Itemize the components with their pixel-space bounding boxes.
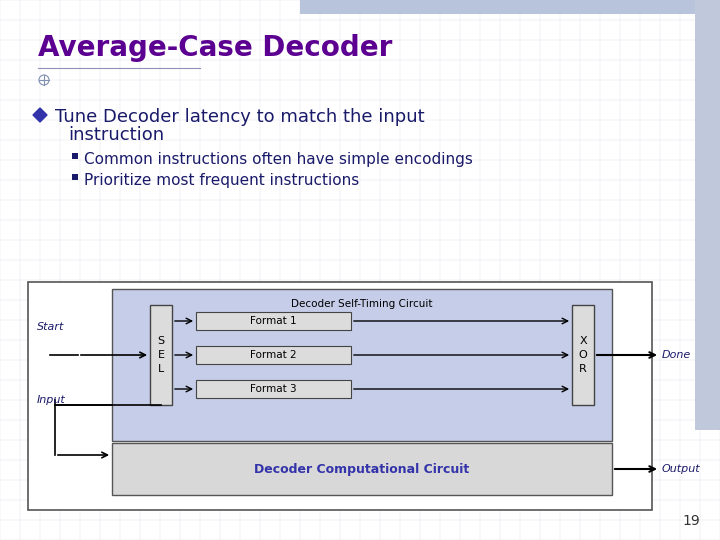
Text: Tune Decoder latency to match the input: Tune Decoder latency to match the input (55, 108, 425, 126)
Text: Common instructions often have simple encodings: Common instructions often have simple en… (84, 152, 473, 167)
Text: S
E
L: S E L (158, 336, 165, 374)
Bar (196, 346, 351, 364)
Bar (150, 305, 172, 405)
Bar (196, 380, 351, 398)
Text: Format 3: Format 3 (250, 384, 297, 394)
Text: Format 1: Format 1 (250, 316, 297, 326)
Bar (112, 289, 612, 441)
Bar (112, 443, 612, 495)
Text: Prioritize most frequent instructions: Prioritize most frequent instructions (84, 173, 359, 188)
Text: Decoder Self-Timing Circuit: Decoder Self-Timing Circuit (292, 299, 433, 309)
Text: Format 2: Format 2 (250, 350, 297, 360)
Text: Average-Case Decoder: Average-Case Decoder (38, 34, 392, 62)
Bar (300, 0, 720, 14)
Text: 19: 19 (683, 514, 700, 528)
Bar (72, 174, 78, 180)
Bar (28, 282, 652, 510)
Text: instruction: instruction (68, 126, 164, 144)
Bar (72, 153, 78, 159)
Bar (695, 0, 720, 430)
Text: Output: Output (662, 464, 701, 474)
Text: Done: Done (662, 350, 691, 360)
Text: Input: Input (37, 395, 66, 405)
Polygon shape (33, 108, 47, 122)
Bar (572, 305, 594, 405)
Text: X
O
R: X O R (579, 336, 588, 374)
Bar (196, 312, 351, 330)
Text: Decoder Computational Circuit: Decoder Computational Circuit (254, 462, 469, 476)
Text: Start: Start (37, 322, 64, 332)
